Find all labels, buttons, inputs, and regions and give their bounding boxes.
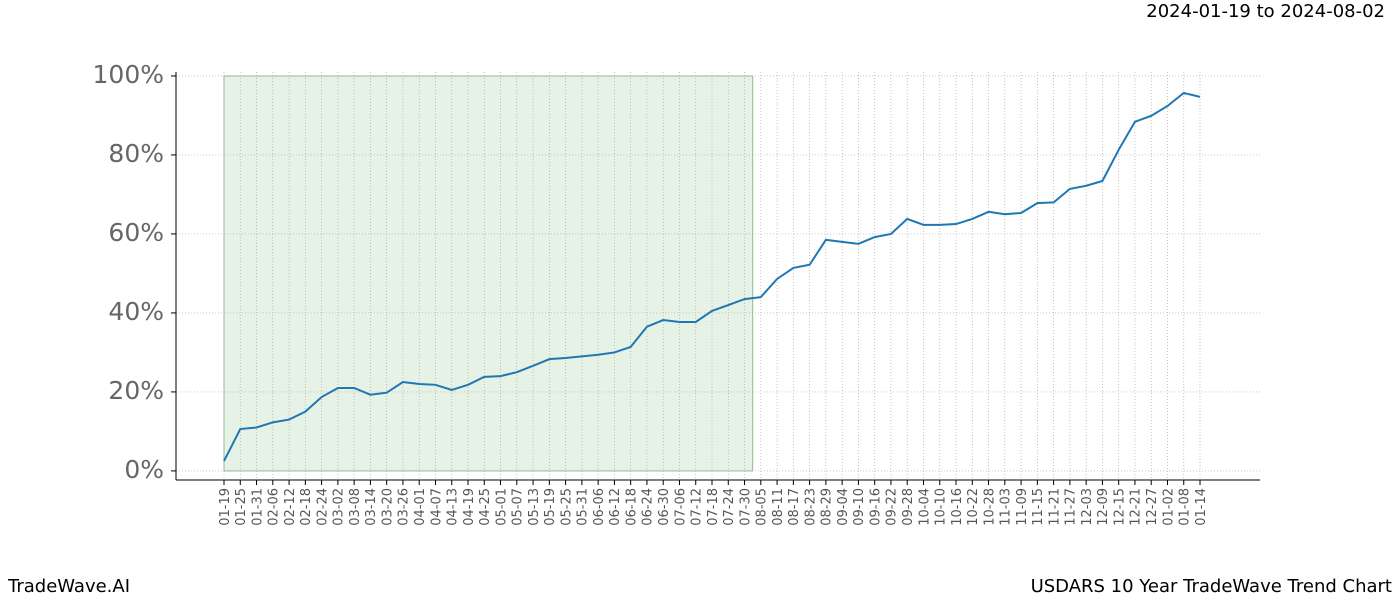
x-tick-label: 10-22 <box>966 488 981 526</box>
brand: TradeWave.AI <box>7 576 130 597</box>
x-tick-label: 08-17 <box>787 488 802 526</box>
x-tick-label: 11-09 <box>1015 488 1030 526</box>
x-tick-label: 02-24 <box>315 488 330 526</box>
x-tick-label: 05-13 <box>527 488 542 526</box>
x-tick-label: 12-09 <box>1096 488 1111 526</box>
x-tick-label: 07-12 <box>690 488 705 526</box>
x-tick-label: 02-12 <box>283 488 298 526</box>
y-tick-label: 40% <box>108 297 164 326</box>
x-tick-label: 03-08 <box>348 488 363 526</box>
x-tick-label: 01-25 <box>234 488 249 526</box>
x-tick-label: 02-18 <box>299 488 314 526</box>
x-tick-label: 03-14 <box>364 488 379 526</box>
x-tick-label: 01-14 <box>1194 488 1209 526</box>
x-tick-label: 04-13 <box>446 488 461 526</box>
chart-title: USDARS 10 Year TradeWave Trend Chart <box>1031 576 1392 597</box>
x-tick-label: 08-29 <box>820 488 835 526</box>
x-tick-label: 04-07 <box>429 488 444 526</box>
x-tick-label: 05-19 <box>543 488 558 526</box>
x-tick-label: 08-05 <box>755 488 770 526</box>
x-tick-label: 06-12 <box>608 488 623 526</box>
x-tick-label: 01-31 <box>250 488 265 526</box>
x-tick-label: 09-22 <box>885 488 900 526</box>
x-tick-label: 07-18 <box>706 488 721 526</box>
x-tick-label: 06-18 <box>624 488 639 526</box>
y-tick-label: 80% <box>108 139 164 168</box>
x-tick-label: 09-10 <box>852 488 867 526</box>
y-tick-label: 100% <box>93 60 164 89</box>
x-tick-label: 11-03 <box>999 488 1014 526</box>
x-tick-label: 12-21 <box>1129 488 1144 526</box>
x-tick-label: 01-08 <box>1178 488 1193 526</box>
y-tick-label: 60% <box>108 218 164 247</box>
x-tick-label: 12-03 <box>1080 488 1095 526</box>
date-range: 2024-01-19 to 2024-08-02 <box>1146 1 1385 22</box>
x-tick-label: 09-04 <box>836 488 851 526</box>
x-tick-label: 04-19 <box>462 488 477 526</box>
x-tick-label: 08-11 <box>771 488 786 526</box>
x-tick-label: 10-28 <box>982 488 997 526</box>
x-tick-label: 06-06 <box>592 488 607 526</box>
x-tick-label: 10-04 <box>917 488 932 526</box>
x-tick-label: 08-23 <box>803 488 818 526</box>
y-tick-label: 0% <box>124 455 164 484</box>
x-tick-label: 10-16 <box>950 488 965 526</box>
x-tick-label: 11-15 <box>1031 488 1046 526</box>
x-tick-label: 05-01 <box>494 488 509 526</box>
x-tick-label: 04-25 <box>478 488 493 526</box>
x-tick-label: 12-15 <box>1112 488 1127 526</box>
trend-line <box>223 91 1201 462</box>
x-tick-label: 05-25 <box>559 488 574 526</box>
x-tick-label: 03-26 <box>397 488 412 526</box>
x-tick-label: 07-06 <box>673 488 688 526</box>
x-tick-label: 05-31 <box>576 488 591 526</box>
x-tick-label: 04-01 <box>413 488 428 526</box>
x-tick-label: 09-28 <box>901 488 916 526</box>
x-tick-label: 02-06 <box>267 488 282 526</box>
x-tick-label: 01-02 <box>1161 488 1176 526</box>
x-tick-label: 11-27 <box>1064 488 1079 526</box>
y-tick-label: 20% <box>108 376 164 405</box>
x-tick-label: 07-30 <box>738 488 753 526</box>
x-tick-label: 05-07 <box>511 488 526 526</box>
x-tick-label: 03-20 <box>380 488 395 526</box>
x-tick-label: 03-02 <box>332 488 347 526</box>
x-tick-label: 10-10 <box>934 488 949 526</box>
x-tick-label: 11-21 <box>1047 488 1062 526</box>
x-tick-label: 01-19 <box>218 488 233 526</box>
x-tick-label: 09-16 <box>868 488 883 526</box>
x-tick-label: 07-24 <box>722 488 737 526</box>
x-tick-label: 12-27 <box>1145 488 1160 526</box>
x-tick-label: 06-24 <box>641 488 656 526</box>
x-tick-label: 06-30 <box>657 488 672 526</box>
